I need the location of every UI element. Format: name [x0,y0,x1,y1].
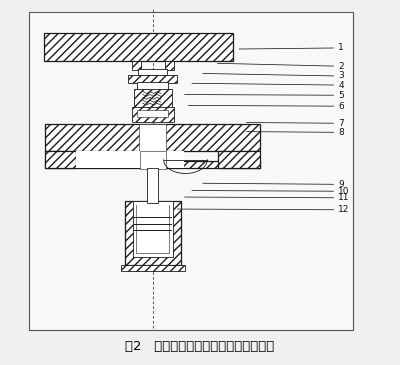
Bar [132,201,173,257]
Bar [136,205,169,253]
Bar [128,74,177,82]
Text: 8: 8 [338,128,344,137]
Bar [164,61,174,70]
Text: 12: 12 [338,205,350,214]
Bar [46,151,76,168]
Bar [147,168,158,203]
Text: 6: 6 [338,101,344,111]
Bar [138,69,168,74]
Bar [44,34,233,61]
Text: 11: 11 [338,193,350,202]
Bar [76,151,184,168]
Bar [140,151,166,169]
Bar [139,124,166,151]
Text: 7: 7 [338,119,344,128]
Bar [137,82,168,90]
Bar [132,107,174,122]
Bar [218,151,260,168]
Bar [132,61,141,70]
Text: 9: 9 [338,180,344,189]
Bar [46,161,260,168]
Text: 2: 2 [338,62,344,71]
Text: 4: 4 [338,81,344,89]
Bar [134,89,172,108]
Bar [124,201,181,265]
Text: 1: 1 [338,43,344,53]
Text: 3: 3 [338,72,344,80]
Bar [137,205,168,252]
Bar [29,12,353,330]
Bar [121,265,184,271]
Bar [46,124,260,151]
Bar [137,110,168,118]
Text: 5: 5 [338,91,344,100]
Text: 10: 10 [338,187,350,196]
Text: 图2   改造后材料抗压性能试验机示意图: 图2 改造后材料抗压性能试验机示意图 [125,340,275,353]
